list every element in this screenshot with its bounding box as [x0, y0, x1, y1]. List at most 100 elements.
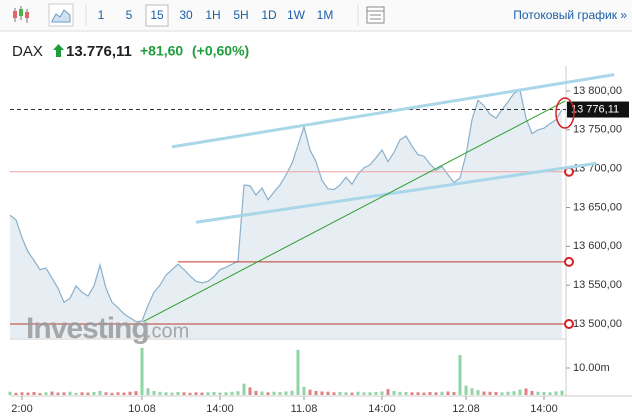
volume-bar [236, 391, 240, 395]
last-price-label: 13 776,11 [571, 103, 619, 115]
volume-bar [176, 392, 180, 395]
volume-bar [302, 386, 306, 395]
volume-bar [518, 389, 522, 395]
volume-bar [272, 391, 276, 395]
volume-bar [314, 390, 318, 395]
x-tick-label: 11.08 [291, 403, 318, 415]
table-icon[interactable] [366, 6, 385, 24]
symbol: DAX [12, 43, 43, 60]
volume-bar [440, 391, 444, 395]
volume-bar [122, 392, 126, 395]
volume-bar [68, 391, 72, 395]
interval-button[interactable]: 1M [317, 8, 334, 22]
interval-button[interactable]: 1W [287, 8, 306, 22]
volume-bar [470, 388, 474, 395]
y-tick-label: 13 800,00 [573, 85, 622, 97]
volume-bar [248, 387, 252, 395]
volume-bar [398, 391, 402, 395]
watermark-brand: Investing [26, 312, 149, 345]
stream-link[interactable]: Потоковый график » [513, 8, 627, 22]
volume-bar [332, 392, 336, 395]
selected-box [145, 4, 169, 27]
volume-bar [284, 391, 288, 395]
volume-bar [356, 391, 360, 395]
volume-bar [560, 390, 564, 395]
volume-bar [386, 389, 390, 395]
volume-bar [506, 391, 510, 395]
volume-bar [338, 392, 342, 395]
x-tick-label: 2:00 [11, 403, 32, 415]
volume-bar [194, 392, 198, 395]
interval-button[interactable]: 5H [233, 8, 248, 22]
volume-bar [50, 391, 54, 395]
volume-bar [200, 392, 204, 395]
volume-bar [320, 391, 324, 395]
y-tick-label: 13 750,00 [573, 124, 622, 136]
volume-bar [92, 392, 96, 395]
area-icon[interactable] [48, 3, 74, 27]
volume-bar [548, 392, 552, 395]
volume-bar [380, 391, 384, 395]
volume-bar [374, 392, 378, 395]
y-tick-label: 13 650,00 [573, 201, 622, 213]
volume-bar [428, 392, 432, 395]
volume-bar [134, 391, 138, 395]
volume-bar [44, 392, 48, 395]
interval-button[interactable]: 15 [150, 8, 164, 22]
volume-bar [116, 392, 120, 395]
candle-icon[interactable] [13, 6, 29, 23]
volume-bar [74, 392, 78, 395]
volume-bar [482, 391, 486, 395]
volume-bar [218, 392, 222, 395]
x-tick-label: 14:00 [206, 403, 234, 415]
volume-bar [158, 391, 162, 395]
volume-bar [530, 390, 534, 395]
volume-bar [446, 391, 450, 395]
interval-button[interactable]: 1D [261, 8, 277, 22]
volume-bar [170, 392, 174, 395]
interval-button[interactable]: 30 [179, 8, 193, 22]
volume-tick-label: 10.00m [573, 362, 610, 374]
volume-bar [464, 385, 468, 395]
volume-bar [188, 392, 192, 395]
volume-bar [452, 392, 456, 395]
volume-bar [152, 390, 156, 395]
volume-bar [278, 392, 282, 395]
volume-bar [416, 392, 420, 395]
volume-bar [392, 390, 396, 395]
toolbar [0, 0, 632, 31]
volume-bar [80, 392, 84, 395]
y-tick-label: 13 550,00 [573, 279, 622, 291]
price: 13.776,11 [66, 43, 132, 60]
volume-bar [26, 392, 30, 395]
volume-bar [512, 391, 516, 395]
volume-bar [212, 392, 216, 395]
volume-bar [524, 388, 528, 395]
volume-bar [14, 392, 18, 395]
volume-bar [104, 392, 108, 395]
highlight-ellipse [555, 97, 575, 129]
volume-bar [56, 392, 60, 395]
volume-bar [326, 391, 330, 395]
volume-bar [182, 392, 186, 395]
interval-button[interactable]: 1H [205, 8, 220, 22]
y-tick-label: 13 500,00 [573, 318, 622, 330]
volume-bar [410, 392, 414, 395]
volume-bar [368, 392, 372, 395]
last-price-tag [567, 101, 629, 118]
interval-button[interactable]: 1 [98, 8, 105, 22]
volume-bar [62, 392, 66, 395]
volume-bar [242, 383, 246, 395]
volume-bar [536, 391, 540, 395]
up-arrow [53, 44, 64, 57]
volume-bar [110, 392, 114, 395]
volume-bar [542, 392, 546, 395]
volume-bar [8, 391, 12, 395]
volume-bar [554, 391, 558, 395]
level-handle [564, 256, 574, 267]
area-fill [10, 90, 562, 338]
volume-bar [488, 391, 492, 395]
volume-bar [344, 392, 348, 395]
interval-button[interactable]: 5 [126, 8, 133, 22]
change: +81,60 [140, 43, 183, 59]
